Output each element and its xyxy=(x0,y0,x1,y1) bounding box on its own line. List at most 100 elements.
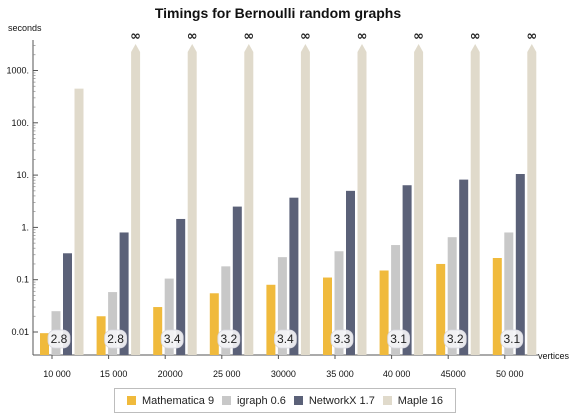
y-tick-label: 1. xyxy=(21,222,29,232)
legend-item-igraph: igraph 0.6 xyxy=(221,394,286,407)
ratio-label-bubble xyxy=(330,329,354,349)
legend-swatch-maple xyxy=(382,396,392,405)
infinite-bar-arrow xyxy=(357,44,367,52)
bar xyxy=(459,179,469,355)
bar xyxy=(436,263,446,355)
legend-label-maple: Maple 16 xyxy=(397,394,443,407)
infinity-label: ∞ xyxy=(187,29,198,44)
infinity-label: ∞ xyxy=(300,29,311,44)
ratio-label-bubble xyxy=(443,329,467,349)
legend-swatch-mathematica xyxy=(126,396,136,405)
ratio-label: 3.4 xyxy=(277,332,294,346)
bar xyxy=(176,218,186,355)
ratio-label: 2.8 xyxy=(107,332,124,346)
infinite-bar-arrow xyxy=(527,44,537,52)
x-axis-label: vertices xyxy=(538,351,570,361)
bar xyxy=(209,293,219,355)
legend-item-maple: Maple 16 xyxy=(382,394,443,407)
legend-label-igraph: igraph 0.6 xyxy=(236,394,286,407)
bar xyxy=(289,197,299,355)
infinite-bar-arrow xyxy=(414,44,424,52)
ratio-label-bubble xyxy=(217,329,241,349)
ratio-label: 3.3 xyxy=(334,332,351,346)
ratio-label: 3.1 xyxy=(390,332,407,346)
infinite-bar-arrow xyxy=(131,44,141,52)
ratio-label: 3.2 xyxy=(220,332,237,346)
ratio-label: 3.4 xyxy=(164,332,181,346)
bar xyxy=(40,333,49,355)
chart-title: Timings for Bernoulli random graphs xyxy=(155,5,402,21)
legend-swatch-igraph xyxy=(221,396,231,405)
bar xyxy=(119,232,129,355)
infinite-bar xyxy=(470,52,480,355)
infinite-bar xyxy=(187,52,197,355)
x-tick-label: 10 000 xyxy=(43,369,71,379)
infinite-bar-arrow xyxy=(187,44,197,52)
bar xyxy=(379,270,389,355)
x-tick-label: 15 000 xyxy=(100,369,128,379)
infinity-label: ∞ xyxy=(470,29,481,44)
bar xyxy=(266,284,276,355)
infinite-bar xyxy=(244,52,254,355)
bar xyxy=(323,277,332,355)
infinity-label: ∞ xyxy=(130,29,141,44)
y-tick-label: 100. xyxy=(11,118,29,128)
legend-item-mathematica: Mathematica 9 xyxy=(126,394,215,407)
ratio-label-bubble xyxy=(104,329,127,349)
y-axis-label: seconds xyxy=(8,23,42,33)
x-tick-label: 25 000 xyxy=(213,369,241,379)
bar xyxy=(277,257,287,355)
y-tick-label: 0.1 xyxy=(16,275,29,285)
y-tick-label: 0.01 xyxy=(11,327,29,337)
infinite-bar xyxy=(357,52,367,355)
bar xyxy=(108,292,118,355)
legend-label-mathematica: Mathematica 9 xyxy=(141,394,215,407)
legend: Mathematica 9 igraph 0.6 NetworkX 1.7 Ma… xyxy=(114,388,456,413)
bar xyxy=(515,173,525,355)
x-tick-label: 20000 xyxy=(158,369,183,379)
x-tick-label: 30000 xyxy=(271,369,296,379)
infinite-bar xyxy=(300,52,310,355)
infinite-bar xyxy=(131,52,141,355)
infinite-bar-arrow xyxy=(244,44,254,52)
ratio-label-bubble xyxy=(387,329,411,349)
ratio-label-bubble xyxy=(47,329,71,349)
y-tick-label: 1000. xyxy=(6,66,29,76)
y-tick-label: 10. xyxy=(16,170,29,180)
bar xyxy=(153,307,163,355)
infinity-label: ∞ xyxy=(357,29,368,44)
bar xyxy=(63,253,72,355)
infinite-bar xyxy=(414,52,424,355)
bar xyxy=(96,316,106,355)
legend-item-networkx: NetworkX 1.7 xyxy=(293,394,375,407)
infinity-label: ∞ xyxy=(413,29,424,44)
bar xyxy=(221,266,231,355)
bar xyxy=(391,245,401,355)
x-tick-label: 35 000 xyxy=(326,369,354,379)
infinite-bar xyxy=(527,52,537,355)
ratio-label: 3.2 xyxy=(447,332,464,346)
infinite-bar-arrow xyxy=(300,44,310,52)
bar xyxy=(346,190,355,355)
x-tick-label: 45000 xyxy=(441,369,466,379)
legend-swatch-networkx xyxy=(293,396,303,405)
ratio-label: 3.1 xyxy=(503,332,520,346)
bar xyxy=(232,206,242,355)
bar xyxy=(447,237,457,355)
ratio-label: 2.8 xyxy=(51,332,68,346)
ratio-label-bubble xyxy=(273,329,297,349)
infinite-bar-arrow xyxy=(470,44,480,52)
bar xyxy=(164,278,174,355)
x-tick-label: 40 000 xyxy=(383,369,411,379)
ratio-label-bubble xyxy=(160,329,184,349)
ratio-label-bubble xyxy=(500,329,524,349)
bar xyxy=(74,88,84,355)
bar xyxy=(504,232,514,355)
bar xyxy=(492,257,502,355)
legend-label-networkx: NetworkX 1.7 xyxy=(308,394,375,407)
bar xyxy=(402,185,412,355)
x-tick-label: 50 000 xyxy=(496,369,524,379)
infinity-label: ∞ xyxy=(526,29,537,44)
infinity-label: ∞ xyxy=(243,29,254,44)
